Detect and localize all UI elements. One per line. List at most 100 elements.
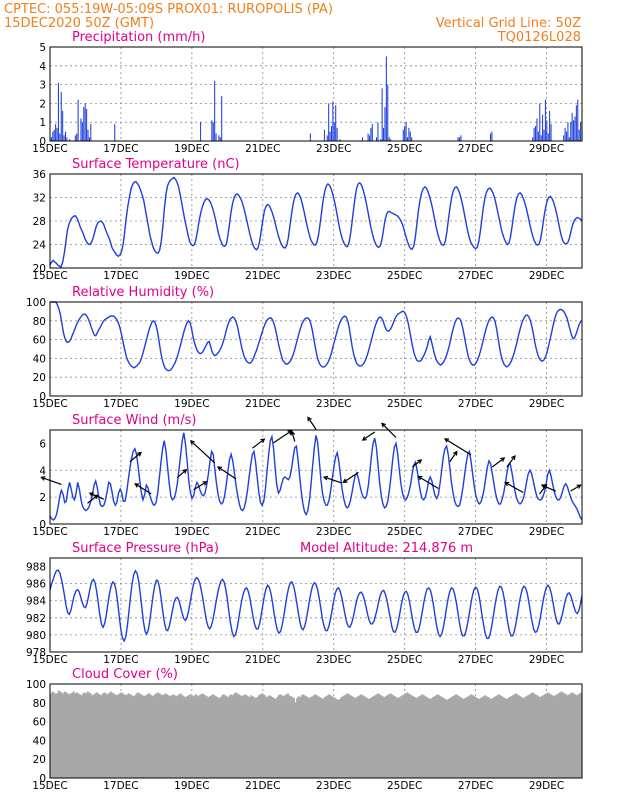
cloud-bar xyxy=(316,695,318,778)
cloud-bar xyxy=(545,693,548,778)
cloud-bar xyxy=(56,693,59,778)
cloud-bar xyxy=(389,693,392,778)
precip-bar xyxy=(74,135,76,141)
cloud-bar xyxy=(118,693,121,778)
cloud-bar xyxy=(126,694,129,778)
x-tick-label: 25DEC xyxy=(387,143,422,155)
cloud-bar xyxy=(415,698,418,778)
cloud-bar xyxy=(418,696,421,778)
cloud-bar xyxy=(285,694,288,778)
cloud-bar xyxy=(371,697,373,778)
x-tick-label: 17DEC xyxy=(103,143,138,155)
precip-bar xyxy=(574,116,576,141)
cloud-bar xyxy=(228,695,231,778)
x-tick-label: 21DEC xyxy=(245,526,280,538)
cloud-bar xyxy=(409,694,412,778)
cloud-bar xyxy=(338,699,341,778)
x-tick-label: 29DEC xyxy=(529,526,564,538)
cloud-bar xyxy=(140,694,143,778)
cloud-bar xyxy=(53,692,55,778)
cloud-bar xyxy=(426,697,428,778)
cloud-bar xyxy=(273,698,276,778)
precip-bar xyxy=(83,107,85,141)
precip-bar xyxy=(60,92,62,141)
wind-arrow xyxy=(251,438,266,449)
precip-bar xyxy=(219,137,221,141)
x-tick-label: 27DEC xyxy=(458,526,493,538)
y-tick-label: 100 xyxy=(26,679,46,691)
cloud-bar xyxy=(205,696,208,778)
wind-arrow-head xyxy=(40,476,46,481)
x-tick-label: 15DEC xyxy=(32,526,67,538)
cloud-bar xyxy=(496,695,499,778)
cloud-bar xyxy=(536,695,539,778)
cloud-bar xyxy=(323,697,326,778)
cloud-bar xyxy=(161,695,164,778)
cloud-bar xyxy=(374,695,377,778)
cloud-bar xyxy=(507,698,510,778)
x-tick-label: 17DEC xyxy=(103,654,138,666)
precip-bar xyxy=(384,107,386,141)
cloud-bar xyxy=(74,693,77,778)
y-tick-label: 978 xyxy=(26,647,46,659)
y-tick-label: 980 xyxy=(26,630,46,642)
cloud-bar xyxy=(141,695,144,778)
cloud-bar xyxy=(103,692,106,778)
cloud-bar xyxy=(380,695,383,778)
precip-bar xyxy=(53,129,55,141)
cloud-bar xyxy=(562,692,565,778)
cloud-bar xyxy=(337,699,340,778)
cloud-bar xyxy=(569,693,572,778)
cloud-bar xyxy=(513,694,516,778)
cloud-bar xyxy=(62,693,65,778)
precip-bar xyxy=(535,125,537,141)
panel-title: Relative Humidity (%) xyxy=(72,285,214,300)
x-tick-label: 23DEC xyxy=(316,654,351,666)
cloud-bar xyxy=(329,695,332,778)
precip-bar xyxy=(533,127,535,141)
cloud-bar xyxy=(302,694,305,778)
x-tick-label: 29DEC xyxy=(529,654,564,666)
header-grid-info: Vertical Grid Line: 50Z xyxy=(436,16,581,31)
precip-bar xyxy=(367,133,369,141)
cloud-bar xyxy=(433,696,436,778)
wind-arrow-head xyxy=(182,468,188,474)
series-line xyxy=(50,301,583,372)
cloud-bar xyxy=(311,696,314,778)
precip-bar xyxy=(406,137,409,141)
cloud-bar xyxy=(563,693,566,778)
precip-bar xyxy=(577,99,579,141)
precip-bar xyxy=(567,122,569,141)
cloud-bar xyxy=(416,697,419,778)
cloud-bar xyxy=(514,693,517,778)
cloud-bar xyxy=(372,696,375,778)
cloud-bar xyxy=(111,692,114,778)
cloud-bar xyxy=(66,693,69,778)
wind-arrow xyxy=(129,451,142,463)
cloud-bar xyxy=(239,695,242,778)
wind-arrow xyxy=(134,483,152,495)
cloud-bar xyxy=(303,695,306,778)
cloud-bar xyxy=(184,697,187,778)
x-tick-label: 29DEC xyxy=(529,398,564,410)
cloud-bar xyxy=(225,696,228,778)
precip-bar xyxy=(542,114,544,141)
cloud-bar xyxy=(242,695,245,778)
wind-arrow-shaft xyxy=(41,476,62,485)
precip-bar xyxy=(86,109,88,141)
precip-bar xyxy=(547,133,549,141)
cloud-bar xyxy=(354,698,357,778)
y-tick-label: 6 xyxy=(39,438,46,450)
panel-title: Cloud Cover (%) xyxy=(72,667,178,682)
cloud-bar xyxy=(108,693,111,778)
x-tick-label: 29DEC xyxy=(529,143,564,155)
wind-arrow xyxy=(342,471,359,484)
cloud-bar xyxy=(319,697,321,778)
cloud-bar xyxy=(59,691,62,778)
wind-arrow xyxy=(307,416,317,430)
cloud-bar xyxy=(375,694,378,778)
precip-bar xyxy=(550,124,552,141)
precip-bar xyxy=(388,137,390,141)
precip-bar xyxy=(90,124,92,141)
